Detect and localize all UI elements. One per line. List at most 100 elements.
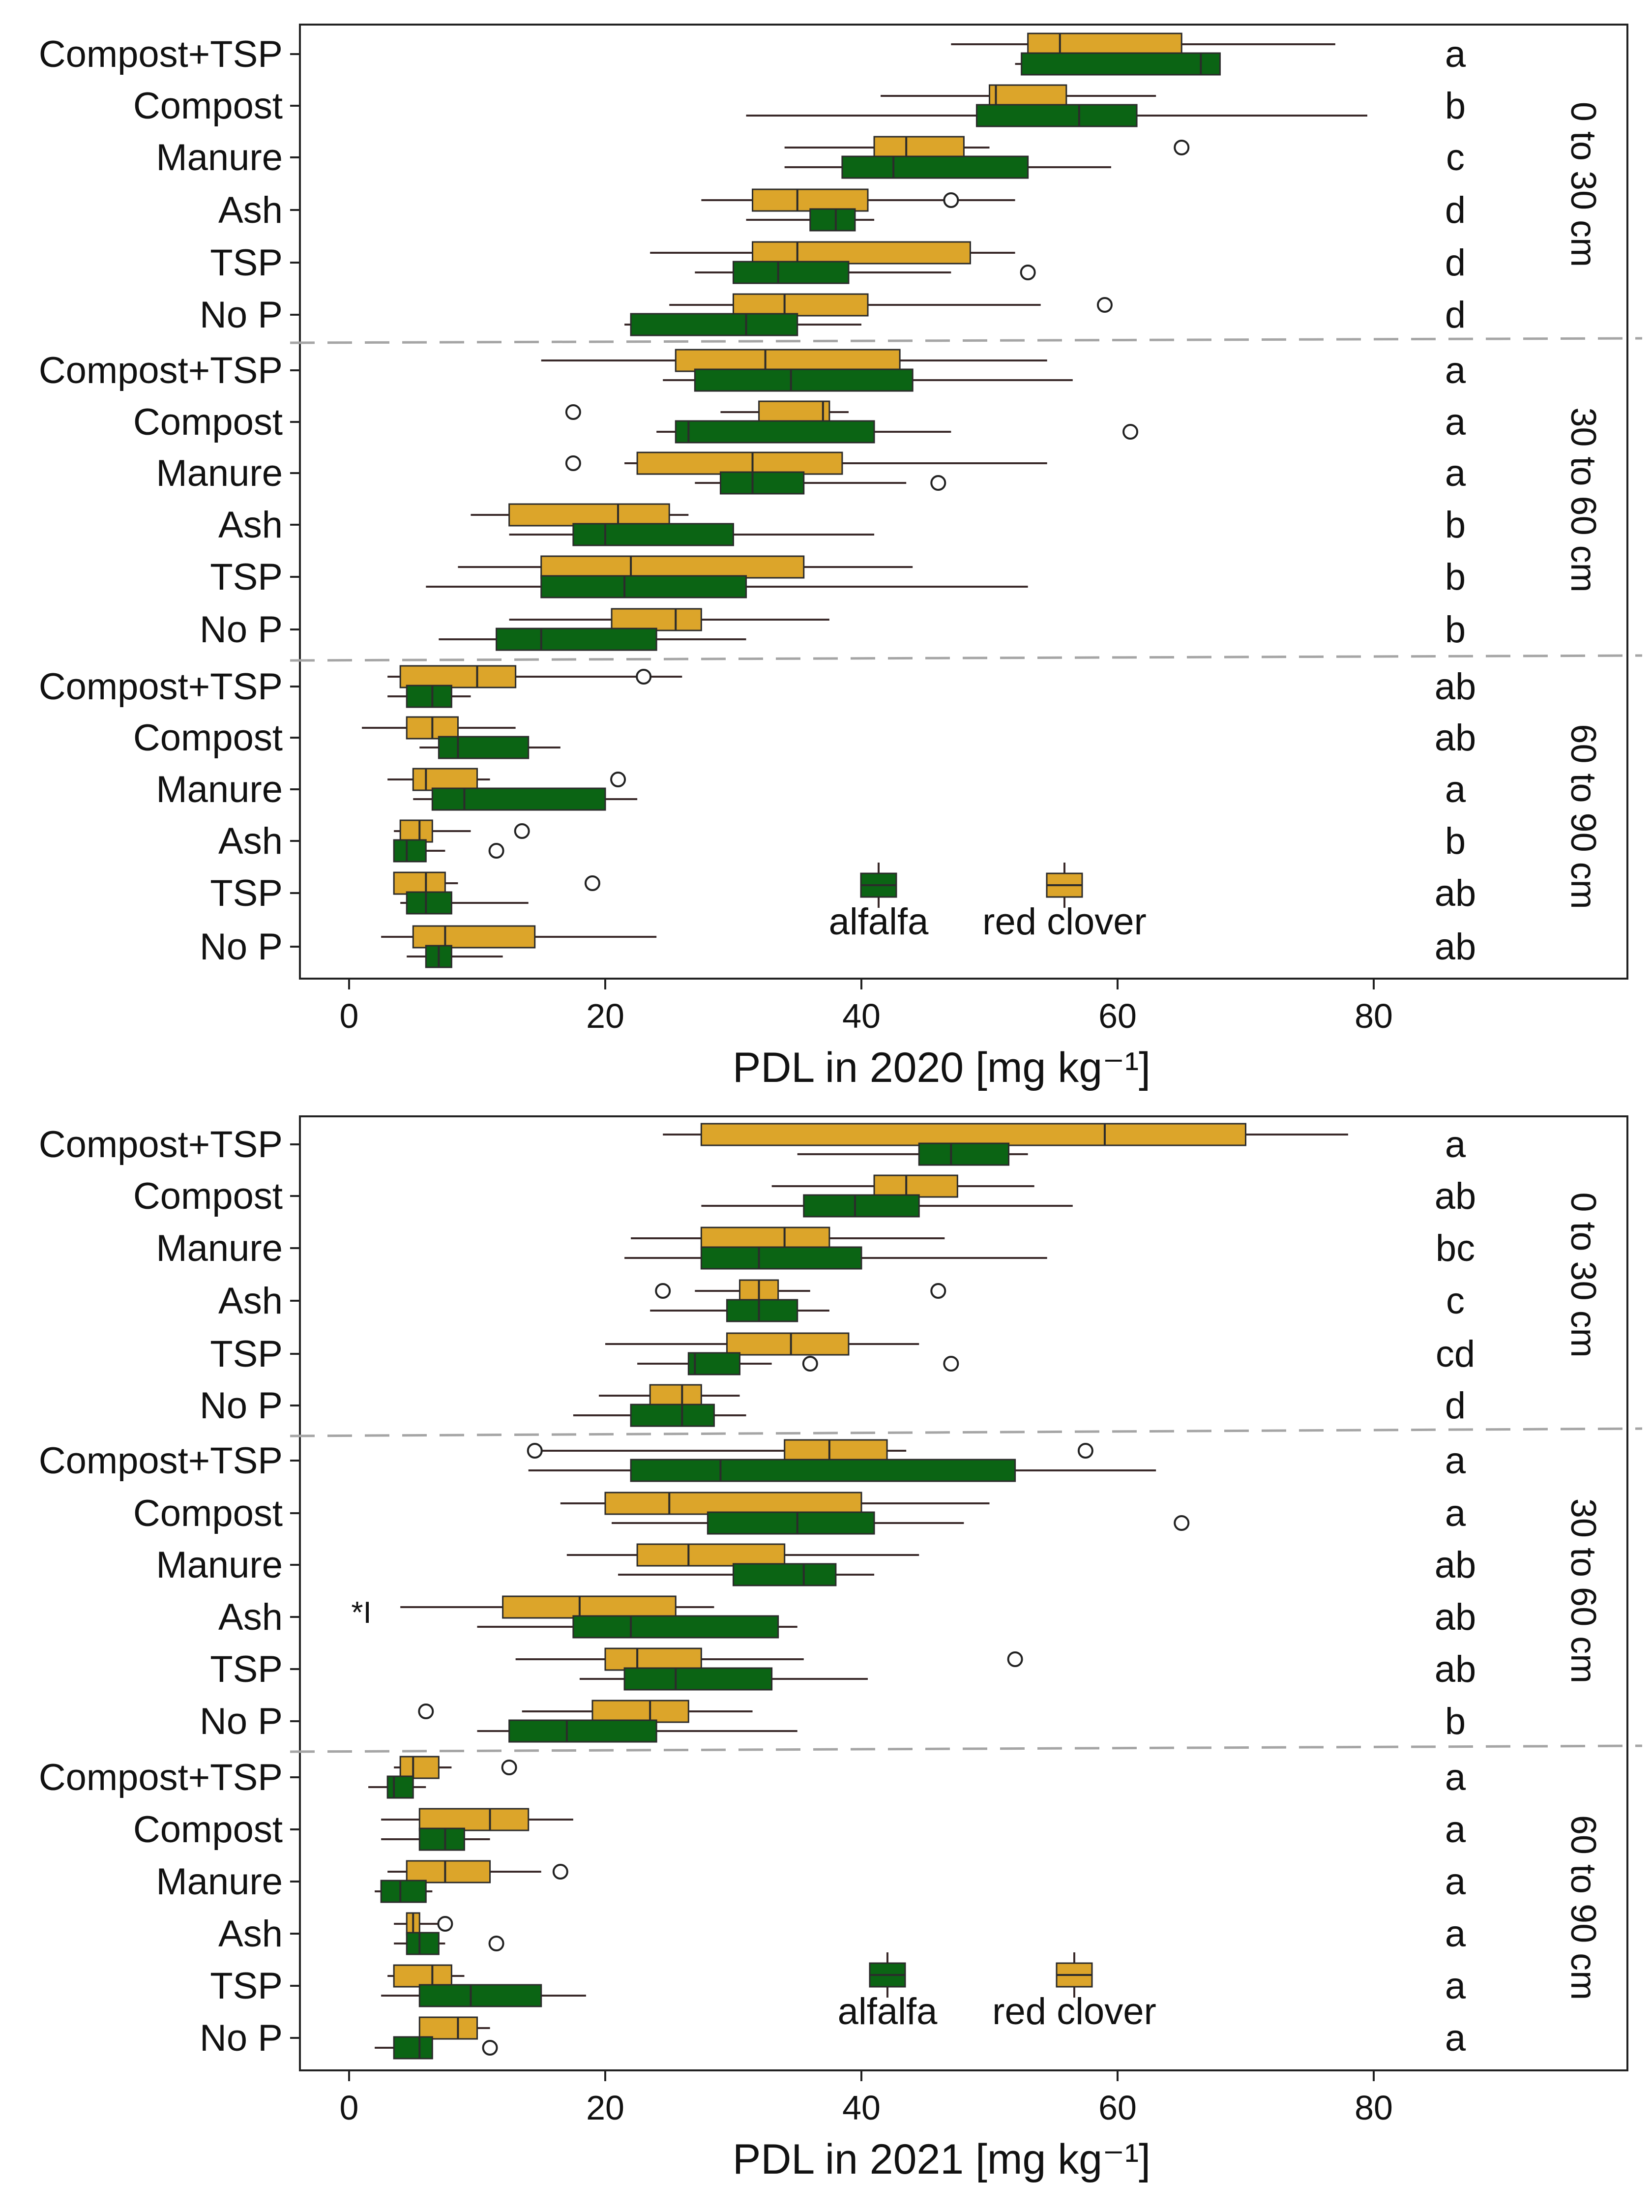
category-label: Manure [156,1861,283,1903]
red-clover-outlier [527,1443,543,1459]
alfalfa-box [496,628,657,651]
alfalfa-box [572,1615,779,1639]
red-clover-box [758,400,830,424]
category-label: Ash [218,504,283,546]
significance-letter: b [1445,820,1466,862]
significance-letter: a [1445,1493,1466,1534]
legend-red-clover-label: red clover [982,901,1147,943]
significance-letter: c [1446,1280,1465,1322]
red-clover-outlier [514,823,530,839]
alfalfa-outlier [482,2040,498,2056]
red-clover-box [752,188,869,212]
category-label: Compost [133,1493,283,1534]
significance-letter: ab [1435,717,1476,759]
red-clover-box [733,293,869,317]
alfalfa-box [733,1563,837,1586]
category-label: Compost+TSP [39,1124,283,1166]
alfalfa-box [803,1194,920,1218]
significance-letter: a [1445,769,1466,810]
red-clover-box [989,84,1067,108]
category-label: Compost [133,1809,283,1851]
alfalfa-outlier [1174,1515,1190,1531]
category-label: Ash [218,1280,283,1322]
alfalfa-box [418,1984,542,2007]
significance-letter: d [1445,1385,1466,1427]
depth-label: 30 to 60 cm [1564,407,1603,592]
red-clover-box [393,871,446,895]
significance-letter: b [1445,504,1466,546]
alfalfa-box [406,685,452,708]
red-clover-box [399,819,433,843]
red-clover-outlier [584,875,600,891]
depth-separator-2 [290,1744,1643,1753]
x-tick-label: 60 [1098,997,1137,1035]
category-label: No P [200,1385,283,1427]
depth-separator-1 [290,337,1643,344]
depth-label: 0 to 30 cm [1564,1192,1603,1357]
category-label: Compost+TSP [39,666,283,708]
category-label: Manure [156,769,283,810]
red-clover-outlier [636,669,652,685]
depth-label: 30 to 60 cm [1564,1498,1603,1683]
alfalfa-box [572,523,734,546]
category-label: Compost+TSP [39,33,283,75]
category-label: Ash [218,820,283,862]
alfalfa-box [719,471,805,495]
alfalfa-box [675,420,875,444]
chart-panel-1: 0 20 40 60 80 PDL in 2020 [mg kg⁻¹] 0 to 30 cm… [39,24,1643,1091]
category-label: TSP [210,872,283,914]
x-axis-title: PDL in 2020 [mg kg⁻¹] [733,1044,1150,1091]
red-clover-box [399,665,517,688]
red-clover-box [636,1543,786,1567]
x-tick-label: 60 [1098,2089,1137,2127]
significance-letter: a [1445,1440,1466,1482]
alfalfa-box [438,736,530,759]
red-clover-outlier [1174,140,1190,155]
red-clover-box [784,1439,888,1463]
depth-label: 60 to 90 cm [1564,1815,1603,2000]
alfalfa-box [1021,52,1221,76]
plot-border [299,1115,1628,2071]
significance-letter: b [1445,85,1466,127]
significance-letter: ab [1435,1648,1476,1690]
category-label: No P [200,294,283,336]
alfalfa-box [630,1459,1016,1482]
alfalfa-box [707,1511,875,1535]
red-clover-box [873,1174,958,1198]
alfalfa-box [975,104,1138,127]
category-label: Compost+TSP [39,1757,283,1798]
category-label: Ash [218,1596,283,1638]
red-clover-outlier [943,192,959,208]
red-clover-outlier [565,455,581,471]
significance-letter: ab [1435,1544,1476,1586]
annotation-text: *I [351,1596,371,1630]
alfalfa-box [700,1246,862,1270]
red-clover-box [412,925,536,949]
significance-letter: ab [1435,872,1476,914]
significance-letter: a [1445,33,1466,75]
significance-letter: ab [1435,1596,1476,1638]
category-label: Manure [156,137,283,179]
alfalfa-box [508,1719,657,1743]
red-clover-box [700,1226,830,1250]
alfalfa-box [630,1404,715,1427]
category-label: TSP [210,1648,283,1690]
legend-red-clover-label: red clover [992,1991,1156,2033]
red-clover-outlier [418,1704,434,1719]
alfalfa-outlier [943,1356,959,1372]
red-clover-box [611,608,702,631]
x-tick-label: 0 [340,2089,359,2127]
red-clover-box [540,555,805,579]
legend-alfalfa-label: alfalfa [838,1991,938,2033]
red-clover-box [406,1860,491,1883]
significance-letter: ab [1435,1175,1476,1217]
significance-letter: a [1445,1965,1466,2007]
significance-letter: ab [1435,926,1476,968]
depth-separator-2 [290,654,1643,662]
category-label: Ash [218,189,283,231]
plot-border [299,24,1628,980]
alfalfa-box [918,1142,1010,1166]
alfalfa-box [393,2036,433,2060]
significance-letter: a [1445,452,1466,494]
